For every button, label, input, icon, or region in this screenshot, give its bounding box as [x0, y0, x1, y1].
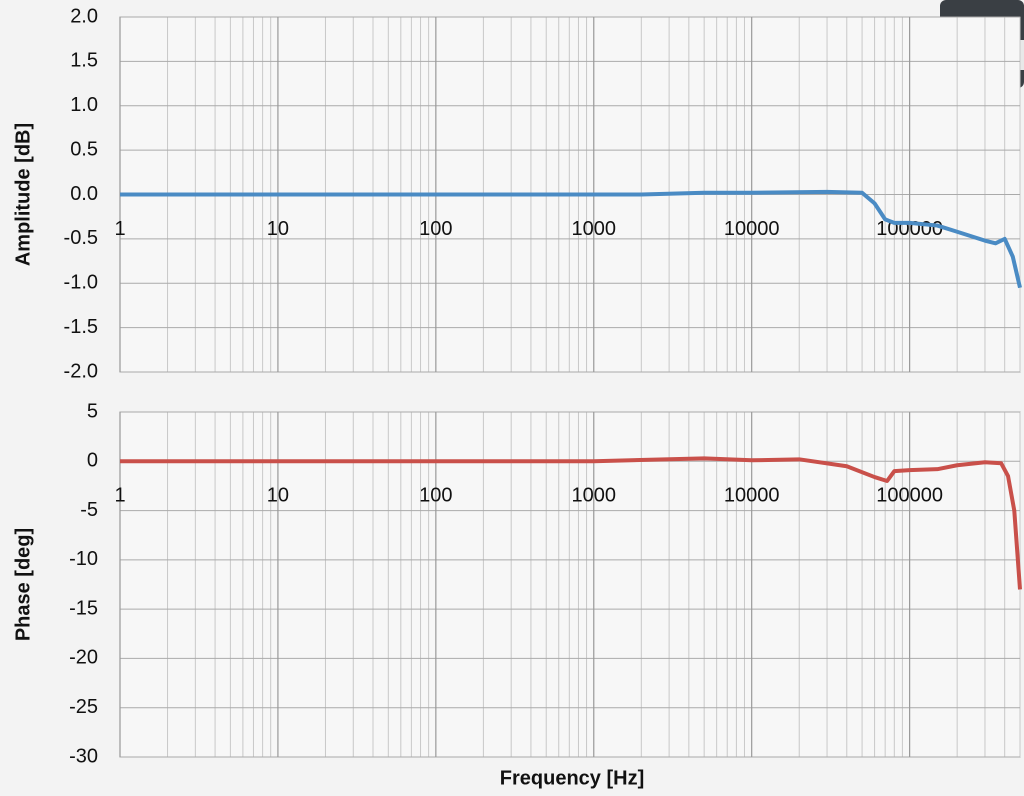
y-tick-label: -20	[69, 647, 98, 669]
x-tick-label: 1	[114, 218, 125, 240]
y-tick-label: 0	[87, 450, 98, 472]
x-tick-label: 100000	[876, 485, 943, 507]
y-tick-label: -25	[69, 696, 98, 718]
y-tick-label: -15	[69, 597, 98, 619]
y-tick-label: -10	[69, 548, 98, 570]
x-tick-label: 100	[419, 485, 452, 507]
y-tick-label: -30	[69, 745, 98, 767]
y-tick-label: 1.0	[70, 94, 98, 116]
x-tick-label: 10000	[724, 218, 780, 240]
x-tick-label: 10000	[724, 485, 780, 507]
x-tick-label: 1	[114, 485, 125, 507]
x-axis-label: Frequency [Hz]	[500, 767, 644, 789]
y-tick-label: 2.0	[70, 5, 98, 27]
x-tick-label: 10	[267, 218, 289, 240]
x-tick-label: 10	[267, 485, 289, 507]
y-tick-label: -0.5	[64, 227, 98, 249]
x-tick-label: 100	[419, 218, 452, 240]
y-tick-label: -5	[80, 499, 98, 521]
y-tick-label: 5	[87, 400, 98, 422]
y-tick-label: -1.0	[64, 272, 98, 294]
chart: 2.01.51.00.50.0-0.5-1.0-1.5-2.0110100100…	[0, 0, 1024, 796]
y-tick-label: 1.5	[70, 50, 98, 72]
page: 2.01.51.00.50.0-0.5-1.0-1.5-2.0110100100…	[0, 0, 1024, 796]
x-tick-label: 1000	[572, 485, 617, 507]
y-tick-label: 0.5	[70, 138, 98, 160]
y-tick-label: -2.0	[64, 360, 98, 382]
y-tick-label: -1.5	[64, 316, 98, 338]
y-axis-label: Amplitude [dB]	[12, 123, 34, 266]
y-tick-label: 0.0	[70, 183, 98, 205]
x-tick-label: 1000	[572, 218, 617, 240]
y-axis-label: Phase [deg]	[12, 528, 34, 641]
